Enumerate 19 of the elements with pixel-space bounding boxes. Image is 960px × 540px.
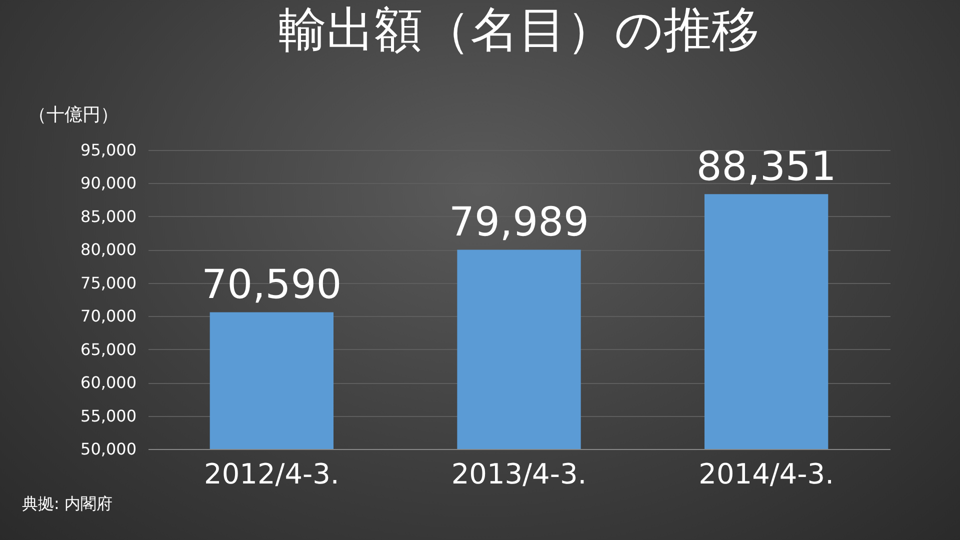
- data-label: 79,989: [449, 200, 589, 246]
- y-tick-label: 90,000: [80, 174, 136, 193]
- y-tick-label: 85,000: [80, 206, 136, 226]
- text: 典拠: 内閣府: [22, 494, 112, 515]
- x-tick-label: 2014/4-3.: [698, 458, 834, 490]
- y-tick-label: 55,000: [80, 406, 136, 426]
- chart-title: 輸出額（名目）の推移: [278, 2, 760, 58]
- x-tick-label: 2012/4-3.: [204, 458, 340, 490]
- y-tick-label: 75,000: [80, 273, 136, 292]
- y-tick-label: 95,000: [80, 140, 136, 160]
- data-label: 88,351: [696, 144, 836, 190]
- y-tick-label: 50,000: [80, 440, 136, 458]
- y-tick-label: 65,000: [80, 340, 136, 359]
- x-tick-label: 2013/4-3.: [451, 458, 587, 490]
- data-label: 70,590: [202, 262, 342, 308]
- y-tick-label: 80,000: [80, 240, 136, 260]
- y-tick-label: 60,000: [80, 373, 136, 392]
- y-tick-label: 70,000: [80, 306, 136, 326]
- y-axis-title: （十億円）: [28, 104, 118, 126]
